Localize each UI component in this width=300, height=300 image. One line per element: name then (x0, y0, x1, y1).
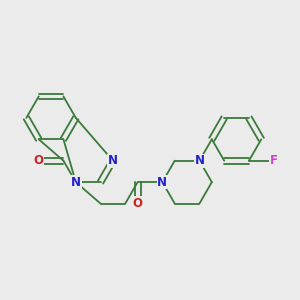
Text: O: O (133, 197, 142, 210)
Text: N: N (194, 154, 205, 167)
Text: N: N (158, 176, 167, 189)
Text: N: N (71, 176, 81, 189)
Text: N: N (108, 154, 118, 167)
Text: F: F (270, 154, 278, 167)
Text: O: O (34, 154, 44, 167)
